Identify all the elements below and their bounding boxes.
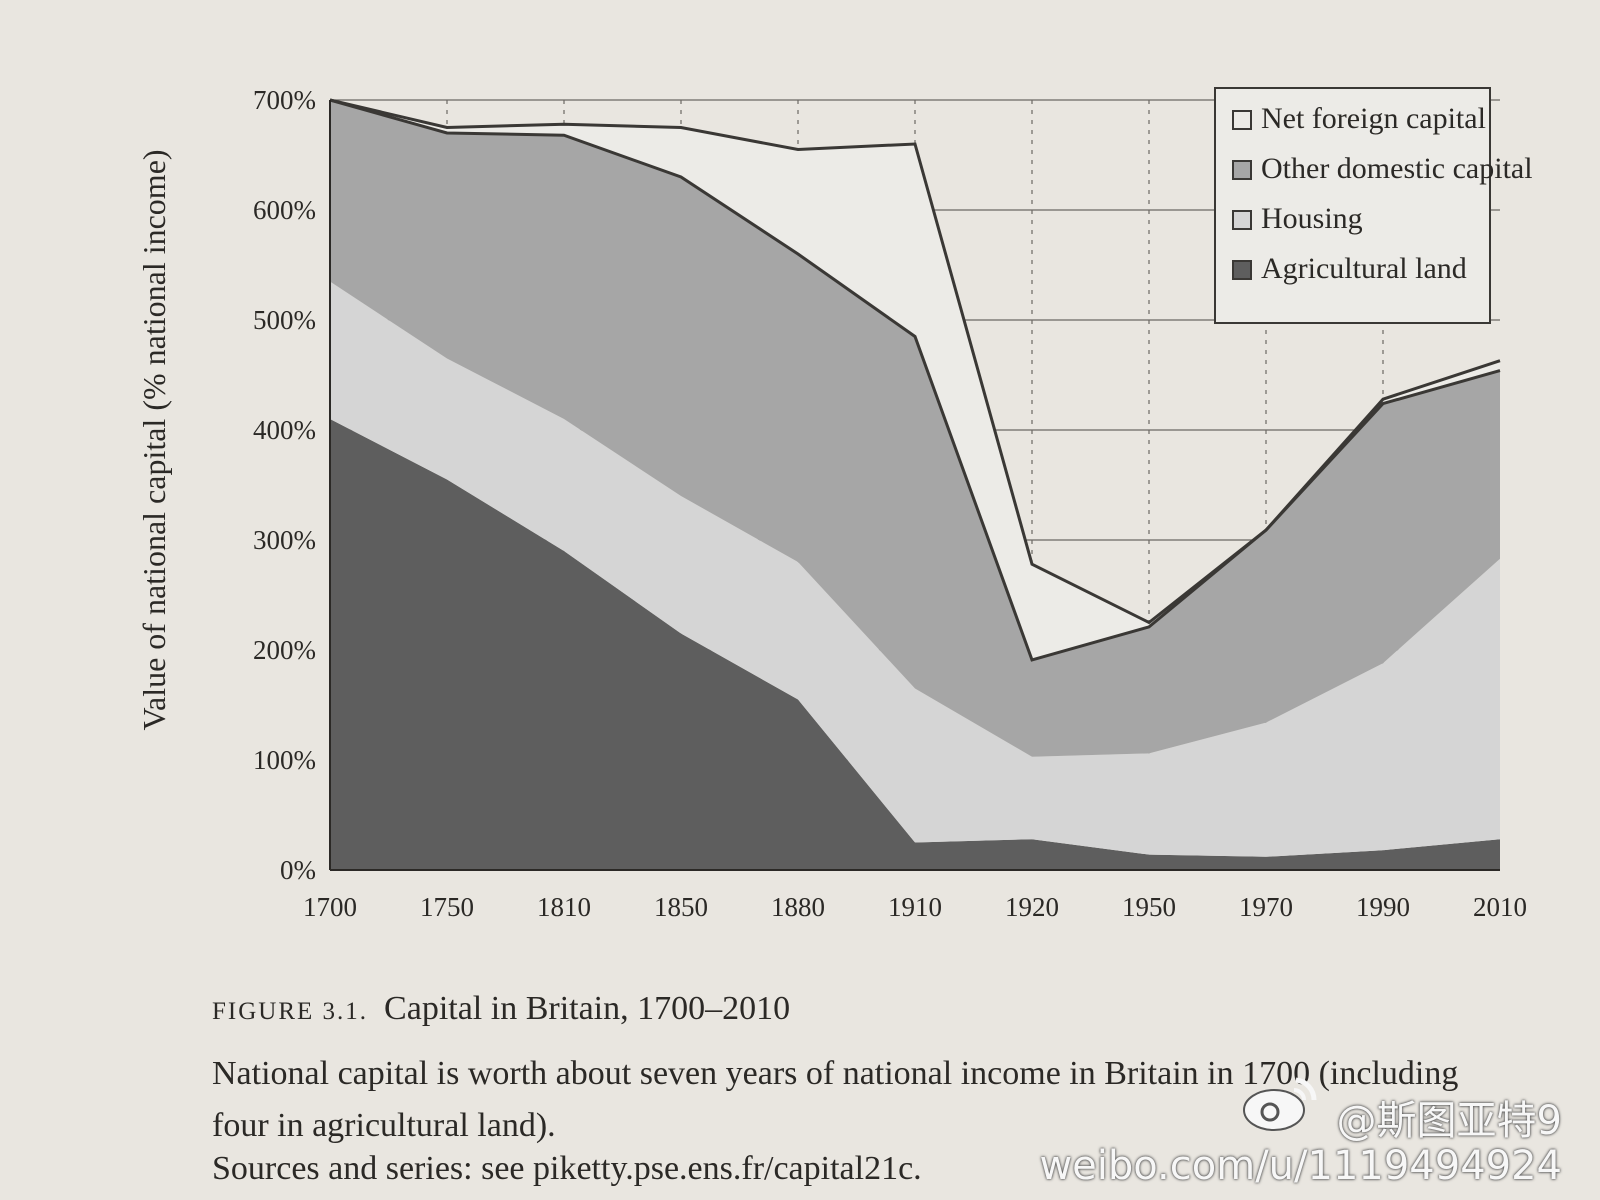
area-net-foreign-capital [330,100,1500,660]
x-tick-label: 1970 [1239,892,1293,922]
y-tick-label: 300% [253,525,316,555]
x-tick-label: 1910 [888,892,942,922]
plot-area: 0% 100% 200% 300% 400% 500% 600% 700% 1700 1750 18… [253,85,1527,922]
area-other-domestic-capital [330,100,1500,757]
weibo-logo-icon [1243,1077,1317,1131]
y-tick-label: 400% [253,415,316,445]
legend-label-agricultural-land: Agricultural land [1261,252,1467,285]
figure-description: National capital is worth about seven ye… [212,1055,1459,1144]
area-agricultural-land [330,419,1500,870]
y-tick-label: 700% [253,85,316,115]
legend: Net foreign capital Other domestic capita… [1214,87,1533,324]
legend-swatch-net-foreign-capital [1232,110,1252,130]
y-tick-label: 100% [253,745,316,775]
x-tick-label: 2010 [1473,892,1527,922]
legend-swatch-agricultural-land [1232,260,1252,280]
x-tick-label: 1950 [1122,892,1176,922]
figure-title-text: Capital in Britain, 1700–2010 [384,990,791,1027]
y-tick-label: 200% [253,635,316,665]
watermark-handle: @斯图亚特9 [1336,1098,1562,1144]
area-housing [330,281,1500,857]
x-tick-label: 1810 [537,892,591,922]
x-tick-label: 1920 [1005,892,1059,922]
x-tick-label: 1750 [420,892,474,922]
figure-sources: Sources and series: see piketty.pse.ens.… [212,1150,922,1187]
x-tick-label: 1850 [654,892,708,922]
legend-label-housing: Housing [1261,202,1363,235]
legend-box [1214,87,1491,324]
figure-title: FIGURE 3.1. Capital in Britain, 1700–2010 [212,990,790,1028]
y-axis-title: Value of national capital (% national in… [136,149,172,730]
legend-swatch-housing [1232,210,1252,230]
y-tick-label: 600% [253,195,316,225]
legend-label-net-foreign-capital: Net foreign capital [1261,102,1486,135]
y-tick-label: 500% [253,305,316,335]
x-tick-label: 1990 [1356,892,1410,922]
x-tick-label: 1880 [771,892,825,922]
national-capital-line [329,98,1501,625]
x-tick-label: 1700 [303,892,357,922]
legend-swatch-other-domestic-capital [1232,160,1252,180]
y-tick-label: 0% [280,855,316,885]
watermark-url: weibo.com/u/1119494924 [1039,1143,1562,1189]
legend-label-other-domestic-capital: Other domestic capital [1261,152,1533,185]
figure-number: FIGURE 3.1. [212,998,369,1025]
